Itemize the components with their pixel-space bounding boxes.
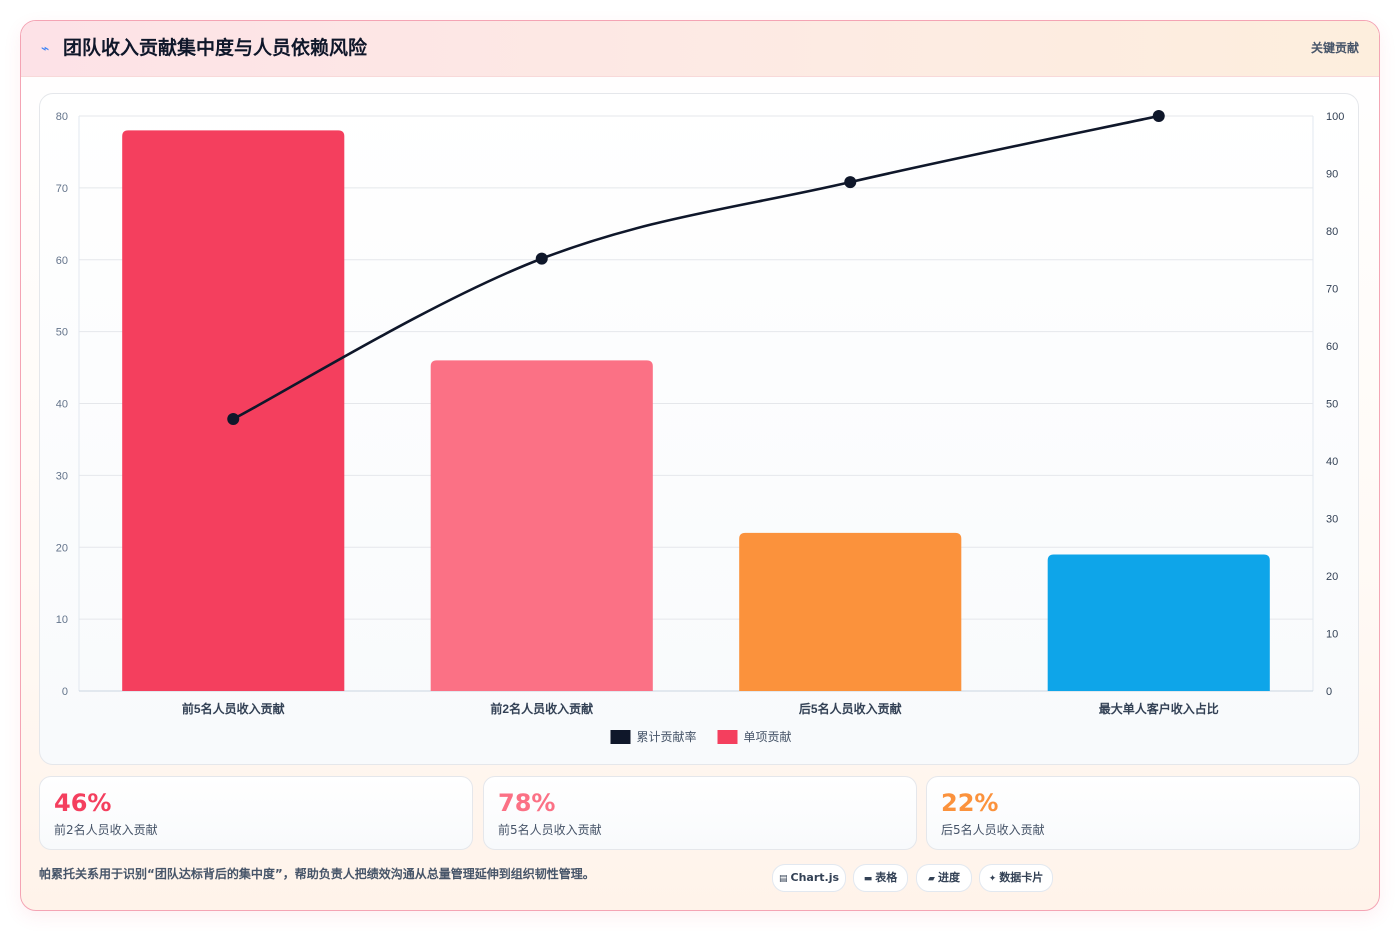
- y-tick-label-right: 0: [1326, 686, 1332, 698]
- pareto-chart-panel: 0 10 20 30 40 50 60 70 80 0 10 20 30 40 50 60 70 80 90 100 前…: [39, 93, 1359, 765]
- cumulative-point: [227, 413, 240, 426]
- y-tick-label-right: 50: [1326, 399, 1338, 411]
- trend-icon: ⌁: [41, 41, 50, 57]
- table-icon: ▬: [863, 874, 873, 884]
- y-tick-label-left: 50: [56, 327, 68, 339]
- chip-label: 进度: [937, 871, 960, 884]
- card-icon: ✦: [988, 874, 997, 884]
- kpi-label: 前5名人员收入贡献: [498, 823, 602, 837]
- progress-icon: ▰: [928, 874, 935, 884]
- kpi-card-bottom5: 22% 后5名人员收入贡献: [926, 776, 1360, 850]
- page-title: 团队收入贡献集中度与人员依赖风险: [63, 37, 368, 59]
- footnote: 帕累托关系用于识别“团队达标背后的集中度”，帮助负责人把绩效沟通从总量管理延伸到…: [39, 867, 595, 881]
- kpi-label: 后5名人员收入贡献: [941, 823, 1045, 837]
- legend-label: 单项贡献: [744, 729, 792, 744]
- bar: [739, 532, 962, 691]
- card-header: ⌁ 团队收入贡献集中度与人员依赖风险 关键贡献: [21, 21, 1379, 77]
- y-tick-label-left: 80: [56, 111, 68, 123]
- y-tick-label-right: 30: [1326, 514, 1338, 526]
- kpi-value: 46%: [54, 789, 112, 817]
- chip-label: 数据卡片: [999, 871, 1044, 884]
- cumulative-point: [535, 252, 548, 265]
- y-tick-label-right: 90: [1326, 169, 1338, 181]
- header-badge: 关键贡献: [1310, 41, 1359, 55]
- cumulative-point: [1152, 110, 1165, 122]
- cumulative-line: [232, 114, 1160, 421]
- kpi-label: 前2名人员收入贡献: [54, 823, 158, 837]
- y-tick-label-left: 60: [56, 255, 68, 267]
- kpi-card-top5: 78% 前5名人员收入贡献: [483, 776, 917, 850]
- chip-data-card[interactable]: ✦ 数据卡片: [979, 864, 1053, 892]
- y-tick-label-right: 70: [1326, 284, 1338, 296]
- y-tick-label-left: 40: [56, 399, 68, 411]
- y-tick-label-left: 20: [56, 542, 68, 554]
- report-card: ⌁ 团队收入贡献集中度与人员依赖风险 关键贡献 0 10 20 30 40 50 60 70 8…: [20, 20, 1380, 911]
- legend-swatch: [717, 730, 738, 744]
- x-tick-label: 最大单人客户收入占比: [1099, 701, 1219, 716]
- x-tick-label: 前5名人员收入贡献: [182, 701, 285, 716]
- chart-icon: ▤: [778, 874, 788, 884]
- y-tick-label-right: 20: [1326, 571, 1338, 583]
- cumulative-point: [844, 176, 857, 189]
- chip-chartjs[interactable]: ▤ Chart.js: [772, 864, 846, 892]
- y-tick-label-left: 70: [56, 183, 68, 195]
- legend-label: 累计贡献率: [637, 729, 697, 744]
- kpi-value: 78%: [498, 789, 556, 817]
- pareto-chart: 0 10 20 30 40 50 60 70 80 0 10 20 30 40 50 60 70 80 90 100 前…: [56, 110, 1344, 744]
- y-tick-label-right: 100: [1326, 111, 1344, 123]
- bar: [122, 130, 345, 691]
- y-tick-label-right: 60: [1326, 341, 1338, 353]
- y-tick-label-right: 10: [1326, 629, 1338, 641]
- x-tick-label: 前2名人员收入贡献: [490, 701, 593, 716]
- bar: [1047, 554, 1270, 691]
- kpi-value: 22%: [941, 789, 999, 817]
- legend-swatch: [610, 730, 631, 744]
- kpi-card-top2: 46% 前2名人员收入贡献: [39, 776, 473, 850]
- y-tick-label-left: 10: [56, 614, 68, 626]
- x-tick-label: 后5名人员收入贡献: [799, 701, 902, 716]
- chip-table[interactable]: ▬ 表格: [853, 864, 908, 892]
- chip-label: Chart.js: [790, 871, 840, 884]
- chip-label: 表格: [875, 871, 898, 884]
- bar: [430, 360, 653, 691]
- y-tick-label-left: 0: [62, 686, 68, 698]
- chip-progress[interactable]: ▰ 进度: [916, 864, 972, 892]
- y-tick-label-right: 40: [1326, 456, 1338, 468]
- y-tick-label-left: 30: [56, 470, 68, 482]
- y-tick-label-right: 80: [1326, 226, 1338, 238]
